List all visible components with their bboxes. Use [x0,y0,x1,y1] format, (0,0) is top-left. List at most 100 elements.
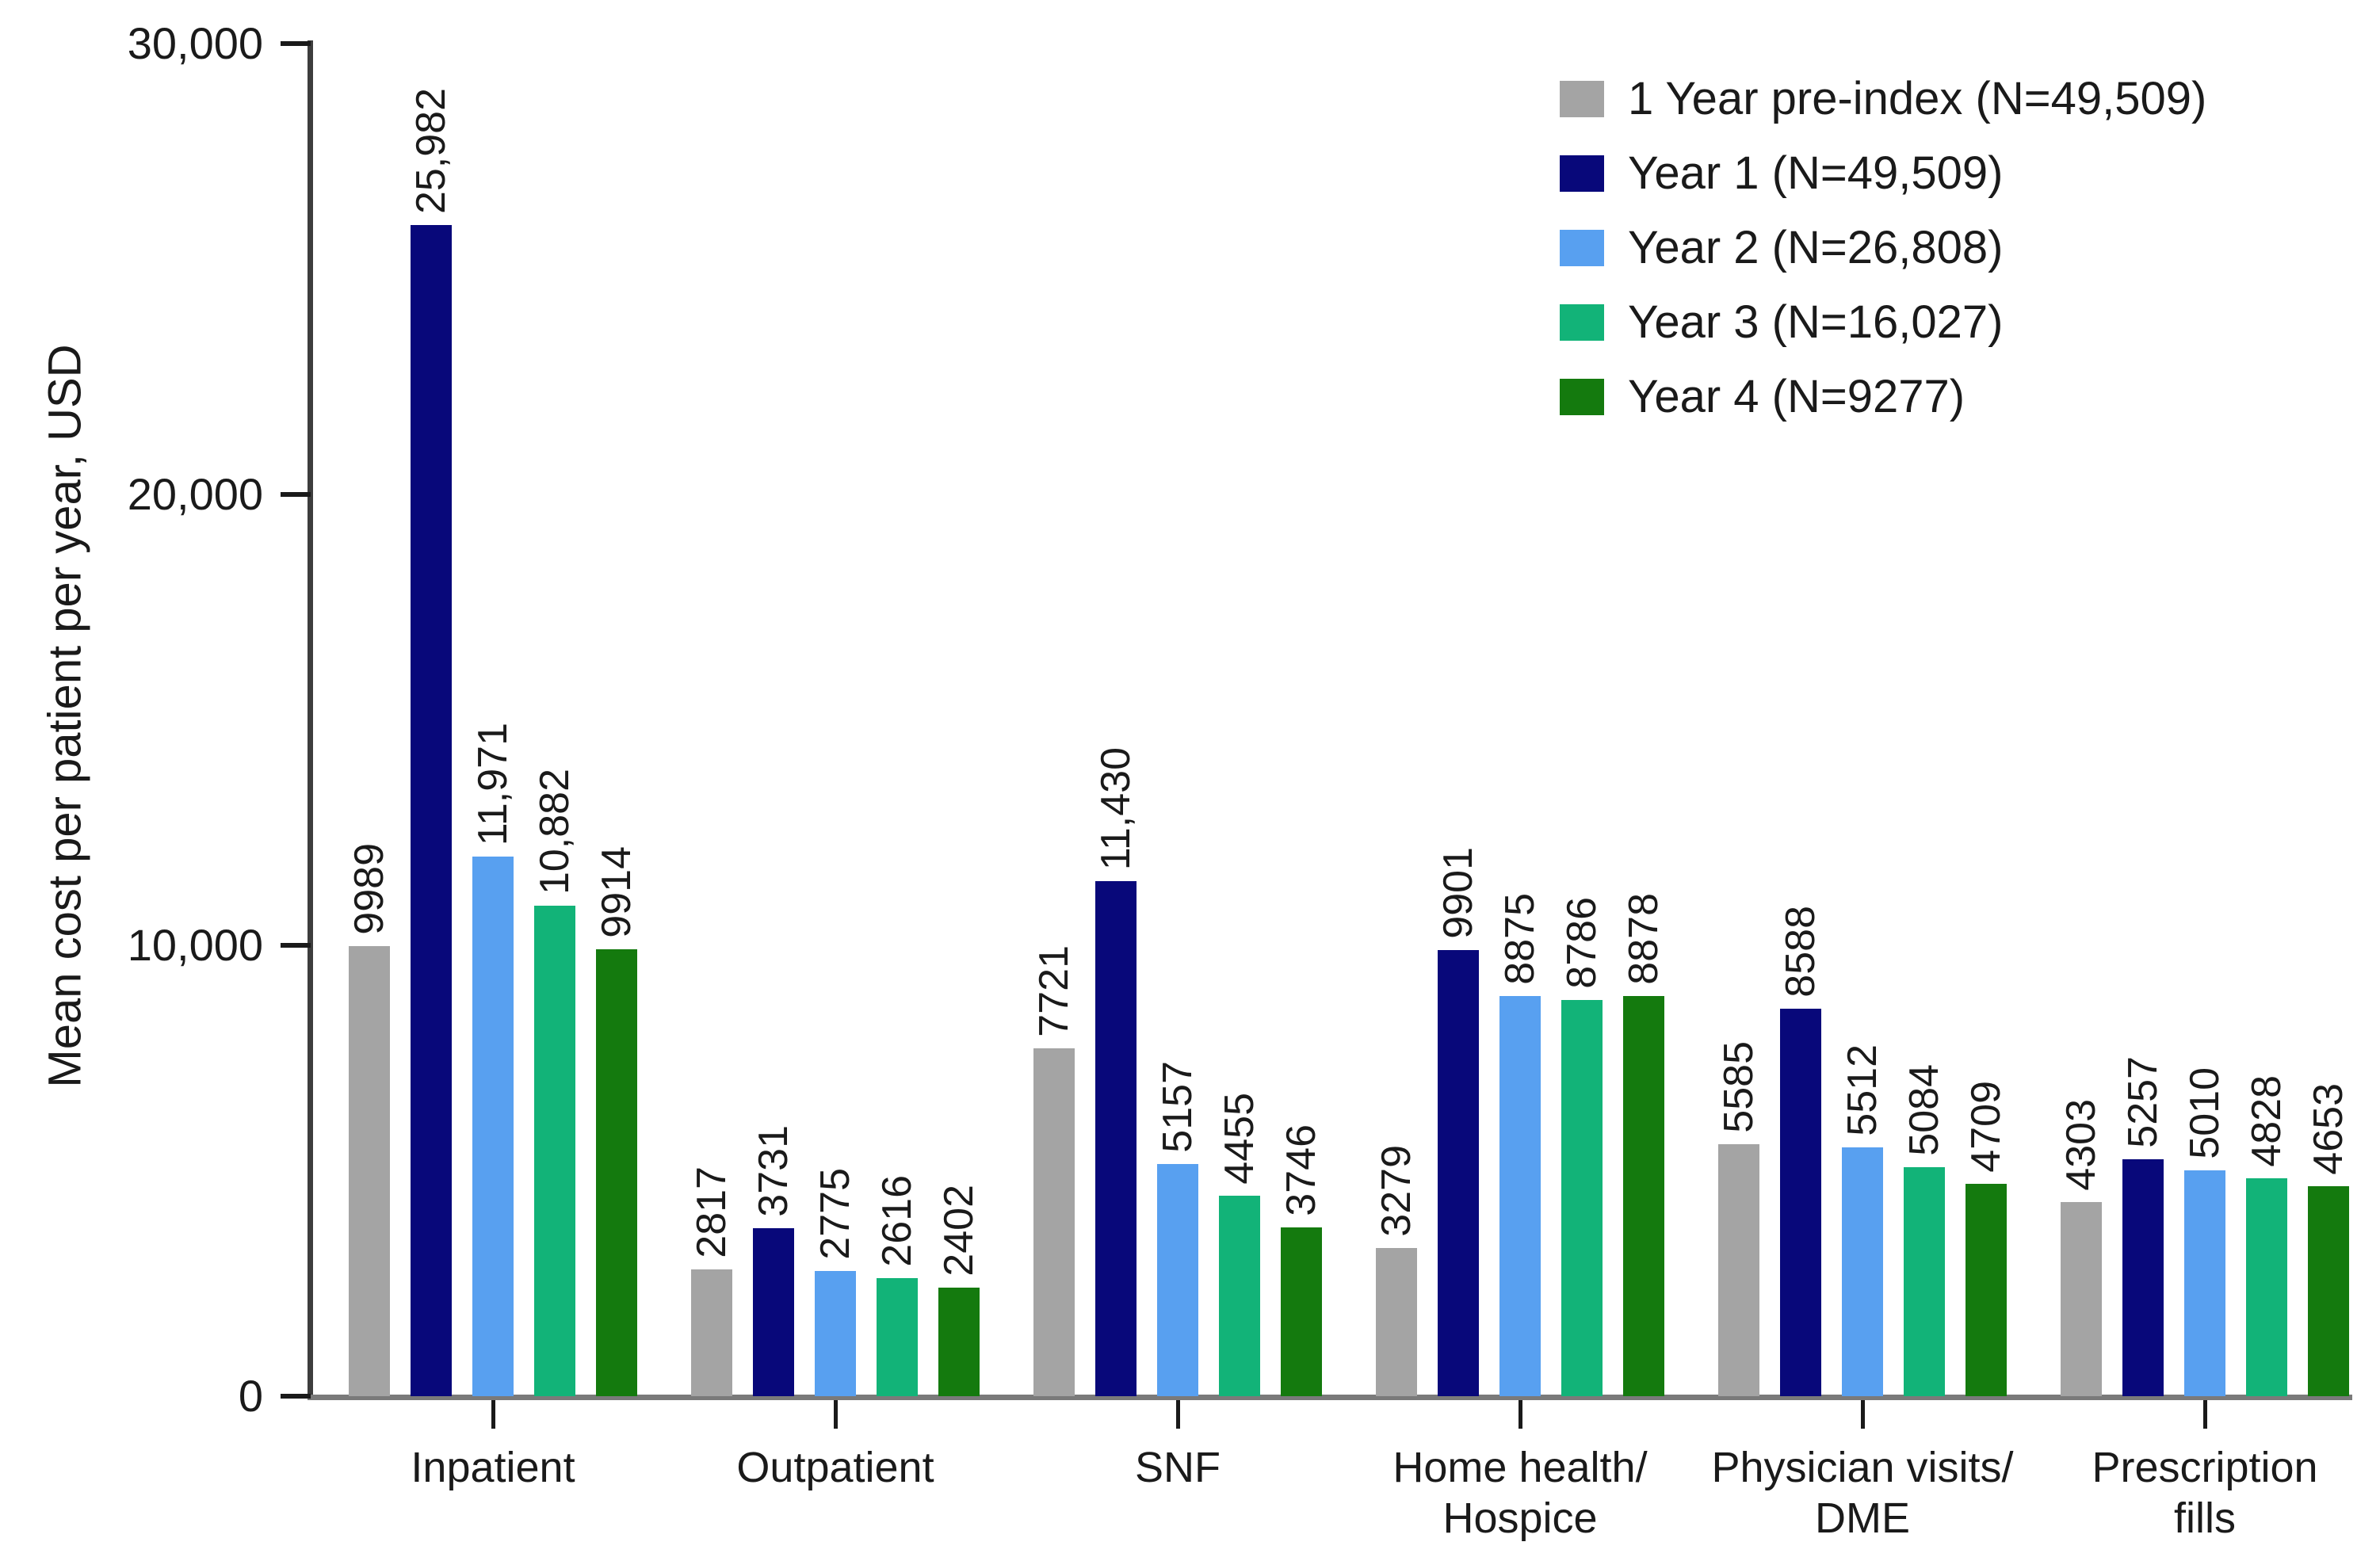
y-axis-line [308,40,313,1400]
bar: 5585 [1716,1041,1762,1396]
bar: 8875 [1497,893,1543,1396]
y-tick-label: 20,000 [127,469,263,519]
bar: 10,882 [532,769,578,1396]
bar: 2775 [812,1168,858,1396]
legend-swatch [1560,230,1604,266]
y-tick-mark [281,492,311,497]
x-tick-mark [2203,1400,2207,1429]
bar: 4303 [2058,1099,2104,1396]
bar: 9989 [346,843,392,1396]
bar: 4709 [1963,1081,2009,1396]
bar: 7721 [1031,945,1077,1396]
bar-value-label: 5257 [2120,1056,2166,1148]
bar-value-label: 5010 [2182,1067,2228,1159]
bar: 4455 [1217,1093,1263,1396]
y-tick-mark [281,943,311,948]
bar: 5157 [1155,1061,1201,1396]
bar-value-label: 4455 [1217,1093,1263,1185]
bar-value-label: 5084 [1901,1064,1947,1156]
legend-label: Year 2 (N=26,808) [1628,222,2004,273]
bar-value-label: 3731 [751,1125,797,1217]
bar: 3279 [1373,1145,1419,1396]
bar-value-label: 5585 [1716,1041,1762,1133]
category-label: Physician visits/ DME [1711,1444,2014,1542]
legend-row: Year 4 (N=9277) [1560,371,2206,423]
legend-label: Year 4 (N=9277) [1628,371,1966,422]
legend-label: Year 1 (N=49,509) [1628,147,2004,199]
y-tick-label: 30,000 [127,18,263,68]
bar-value-label: 8875 [1497,893,1543,985]
bar-value-label: 4303 [2058,1099,2104,1191]
bar-value-label: 9901 [1435,847,1481,939]
bar: 9914 [594,846,640,1396]
legend-swatch [1560,304,1604,341]
bar: 8878 [1621,893,1667,1396]
bar-value-label: 9989 [346,843,392,935]
bar: 5084 [1901,1064,1947,1396]
legend: 1 Year pre-index (N=49,509) Year 1 (N=49,… [1560,73,2206,445]
y-tick-mark [281,1394,311,1399]
legend-row: 1 Year pre-index (N=49,509) [1560,73,2206,125]
bar-value-label: 5157 [1155,1061,1201,1153]
legend-swatch [1560,379,1604,415]
bar-value-label: 9914 [594,846,640,938]
bar-value-label: 4828 [2244,1075,2290,1167]
bar-value-label: 2616 [874,1175,920,1267]
bar-value-label: 11,971 [470,722,516,845]
legend-row: Year 1 (N=49,509) [1560,147,2206,200]
bar-value-label: 4653 [2306,1083,2351,1175]
bar-value-label: 5512 [1839,1044,1885,1136]
bar: 4653 [2306,1083,2351,1396]
legend-label: 1 Year pre-index (N=49,509) [1628,73,2207,124]
category-label: Home health/ Hospice [1392,1444,1648,1542]
bar: 9901 [1435,847,1481,1396]
category-label: Inpatient [411,1444,575,1491]
x-tick-mark [834,1400,838,1429]
bar: 25,982 [408,88,454,1396]
y-tick-label: 0 [238,1371,263,1421]
y-axis-title: Mean cost per patient per year, USD [39,344,91,1088]
bar-value-label: 4709 [1963,1081,2009,1173]
bar-value-label: 11,430 [1093,746,1139,870]
bar-value-label: 3746 [1278,1124,1324,1216]
bar: 5010 [2182,1067,2228,1396]
bar: 8588 [1778,906,1824,1396]
x-tick-mark [491,1400,495,1429]
bar-value-label: 3279 [1373,1145,1419,1237]
x-axis-line [308,1395,2352,1400]
x-tick-mark [1861,1400,1865,1429]
x-tick-mark [1519,1400,1522,1429]
bar: 3746 [1278,1124,1324,1396]
bar-value-label: 7721 [1031,945,1077,1037]
x-tick-mark [1176,1400,1180,1429]
bar-value-label: 25,982 [408,87,454,214]
legend-swatch [1560,81,1604,117]
legend-row: Year 2 (N=26,808) [1560,222,2206,274]
bar-value-label: 2402 [936,1185,982,1277]
bar: 11,430 [1093,747,1139,1396]
bar: 5512 [1839,1044,1885,1396]
bar: 2817 [689,1166,735,1396]
category-label: Prescription fills [2092,1444,2318,1542]
bar: 11,971 [470,723,516,1396]
bar: 8786 [1559,897,1605,1396]
bar-value-label: 2775 [812,1168,858,1260]
legend-swatch [1560,155,1604,192]
bar-value-label: 8786 [1559,897,1605,989]
legend-label: Year 3 (N=16,027) [1628,296,2004,348]
legend-row: Year 3 (N=16,027) [1560,296,2206,349]
bar: 2402 [936,1185,982,1396]
bar-value-label: 8878 [1621,893,1667,985]
bar-value-label: 10,882 [532,768,578,895]
category-label: Outpatient [736,1444,934,1491]
bar: 3731 [751,1125,797,1396]
bar: 4828 [2244,1075,2290,1396]
bar-value-label: 2817 [689,1166,735,1258]
bar-value-label: 8588 [1778,906,1824,998]
category-label: SNF [1135,1444,1221,1491]
bar: 5257 [2120,1056,2166,1396]
y-tick-label: 10,000 [127,920,263,970]
y-tick-mark [281,41,311,46]
bar: 2616 [874,1175,920,1396]
